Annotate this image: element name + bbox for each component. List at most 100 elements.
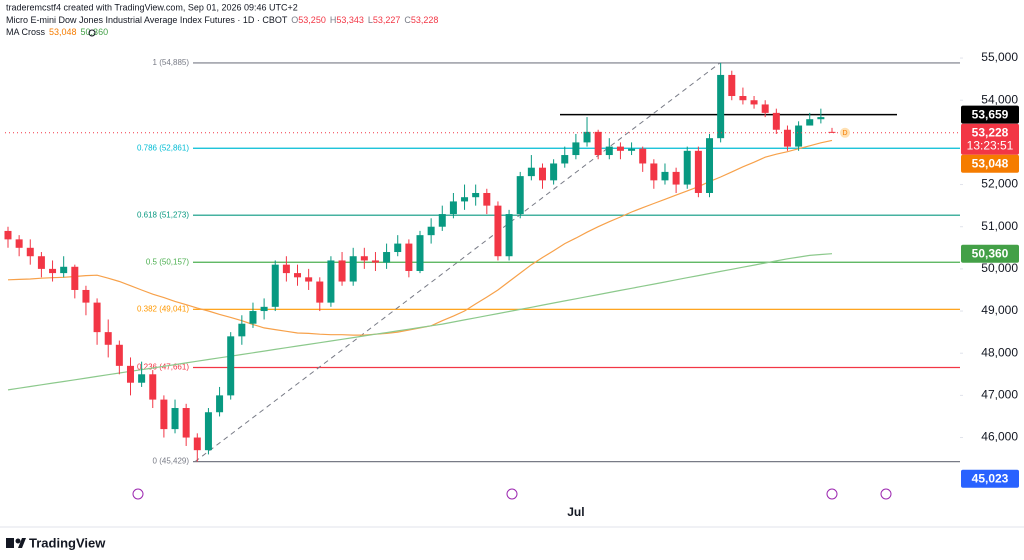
price-label: 53,228 [972, 125, 1009, 139]
indicator-legend: MA Cross 53,048 50,360 [6, 27, 108, 37]
candle-body [561, 155, 569, 164]
candle-body [383, 252, 391, 263]
candle-body [694, 150, 702, 193]
candle-body [828, 131, 836, 133]
event-icon[interactable] [506, 488, 518, 500]
price-label: 53,659 [972, 107, 1009, 121]
ohlc-key: L [368, 15, 373, 25]
price-label: 53,048 [972, 156, 1009, 170]
logo-part [6, 538, 14, 548]
logo-part [18, 538, 26, 548]
candle-body [728, 74, 736, 97]
indicator-name: MA Cross [6, 27, 46, 37]
fib-label: 1 (54,885) [153, 58, 190, 67]
candle-body [171, 408, 179, 430]
candle-body [60, 266, 68, 274]
candle-body [583, 131, 591, 143]
candle-body [294, 273, 302, 278]
candle-body [338, 260, 346, 282]
fib-label: 0.382 (49,041) [137, 304, 189, 313]
fib-label: 0.786 (52,861) [137, 143, 189, 152]
candle-body [661, 171, 669, 181]
ohlc-key: C [404, 15, 411, 25]
marker-label: D [842, 130, 847, 137]
candle-body [628, 148, 636, 151]
credit: traderemcstf4 created with TradingView.c… [6, 2, 298, 12]
candle-body [472, 192, 480, 198]
plot: 1 (54,885) 0.786 (52,861) 0.618 (51,273) 0.… [4, 58, 960, 466]
indicator-value: 53,048 [49, 27, 77, 37]
candle-body [115, 344, 123, 366]
marker-dot [840, 127, 850, 138]
candle-body [371, 260, 379, 263]
candle-body [739, 96, 747, 101]
ohlc-value: 53,343 [336, 15, 364, 25]
y-tick-label: 49,000 [981, 303, 1018, 317]
event-icon[interactable] [826, 488, 838, 500]
fib-label: 0 (45,429) [153, 457, 190, 466]
candle-body [182, 408, 190, 438]
candle-body [238, 323, 246, 337]
price-label-box [961, 123, 1019, 155]
candle-body [82, 289, 90, 303]
y-tick-label: 46,000 [981, 430, 1018, 444]
candle-body [327, 260, 335, 303]
candle-body [227, 336, 235, 396]
candle-body [594, 131, 602, 156]
y-tick-label: 52,000 [981, 177, 1018, 191]
event-icon[interactable] [132, 488, 144, 500]
candle-body [104, 332, 112, 345]
trend-line [194, 62, 721, 463]
ohlc-value: 53,228 [411, 15, 439, 25]
candle-body [316, 281, 324, 303]
candle-body [37, 256, 45, 269]
ohlc-value: 53,227 [373, 15, 401, 25]
candle-body [717, 74, 725, 139]
candle-body [193, 437, 201, 451]
candle-body [806, 119, 814, 126]
hide-icon[interactable] [88, 29, 96, 37]
candle-body [639, 148, 647, 164]
candle-body [4, 230, 12, 240]
candle-body [494, 205, 502, 257]
candle-body [683, 150, 691, 185]
candle-body [449, 201, 457, 215]
fib-label: 0.5 (50,157) [146, 257, 189, 266]
candle-body [282, 264, 290, 274]
candle-body [550, 163, 558, 181]
candle-body [706, 138, 714, 193]
ohlc-value: 53,250 [298, 15, 326, 25]
y-tick-label: 51,000 [981, 219, 1018, 233]
indicator-value: 50,360 [81, 27, 109, 37]
candle-body [616, 146, 624, 151]
candle-body [249, 311, 257, 324]
candle-body [416, 235, 424, 271]
candle-body [427, 226, 435, 236]
y-tick-label: 55,000 [981, 50, 1018, 64]
price-label: 50,360 [972, 246, 1009, 260]
price-label-box [961, 244, 1019, 263]
price-label-box [961, 154, 1019, 173]
ma-line [7, 253, 833, 391]
candle-body [538, 167, 546, 181]
candle-body [817, 117, 825, 120]
candle-body [360, 256, 368, 261]
y-tick-label: 54,000 [981, 92, 1018, 106]
logo-icon [6, 538, 26, 548]
fib-label: 0.618 (51,273) [137, 210, 189, 219]
y-tick-label: 48,000 [981, 345, 1018, 359]
candle-body [26, 247, 34, 257]
candle-body [204, 412, 212, 451]
candle-body [750, 100, 758, 105]
logo-part [15, 538, 21, 544]
candle-body [49, 268, 57, 274]
candle-body [93, 302, 101, 333]
ohlc-key: O [291, 15, 298, 25]
candle-body [126, 365, 134, 383]
price-label-box [961, 469, 1019, 488]
candle-body [605, 146, 613, 156]
candle-body [527, 167, 535, 177]
countdown: 13:23:51 [967, 138, 1014, 152]
event-icon[interactable] [880, 488, 892, 500]
